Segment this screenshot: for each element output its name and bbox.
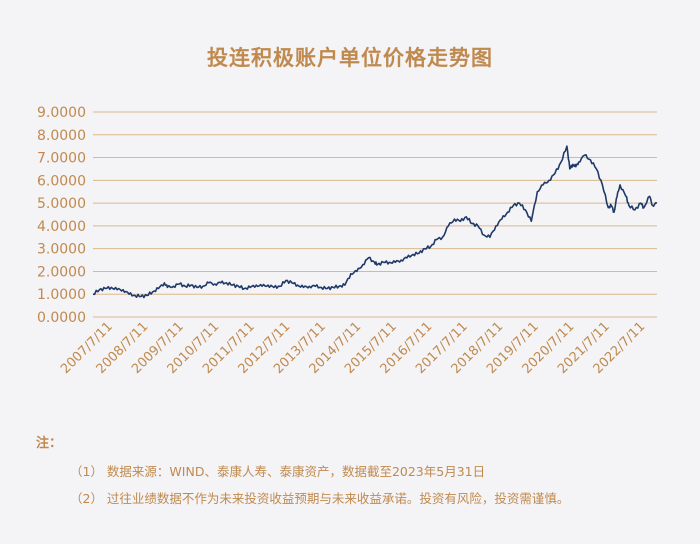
x-axis-ticks: 2007/7/112008/7/112009/7/112010/7/112011… (58, 319, 648, 377)
y-tick-label: 7.0000 (37, 151, 86, 167)
y-axis-ticks: 9.0000 8.0000 7.0000 6.0000 5.0000 4.0000 3.00… (37, 105, 86, 326)
y-tick-label: 6.0000 (37, 173, 86, 189)
y-tick-label: 1.0000 (37, 287, 86, 303)
line-chart: 9.0000 8.0000 7.0000 6.0000 5.0000 4.0000 3.00… (37, 105, 658, 377)
note-item: （2） 过往业绩数据不作为未来投资收益预期与未来收益承诺。投资有风险，投资需谨慎… (70, 491, 570, 506)
y-tick-label: 0.0000 (37, 310, 86, 326)
y-tick-label: 4.0000 (37, 219, 86, 235)
series-line (92, 145, 658, 299)
notes-section: 注： （1） 数据来源：WIND、泰康人寿、泰康资产，数据截至2023年5月31… (36, 432, 676, 515)
chart-title: 投连积极账户单位价格走势图 (207, 46, 493, 70)
series-layer (92, 145, 658, 299)
y-tick-label: 3.0000 (37, 242, 86, 258)
notes-title: 注： (36, 436, 63, 451)
note-item: （1） 数据来源：WIND、泰康人寿、泰康资产，数据截至2023年5月31日 (70, 464, 486, 479)
y-tick-label: 9.0000 (37, 105, 86, 121)
y-tick-label: 8.0000 (37, 128, 86, 144)
grid-lines (93, 111, 657, 318)
y-tick-label: 5.0000 (37, 196, 86, 212)
y-tick-label: 2.0000 (37, 264, 86, 280)
